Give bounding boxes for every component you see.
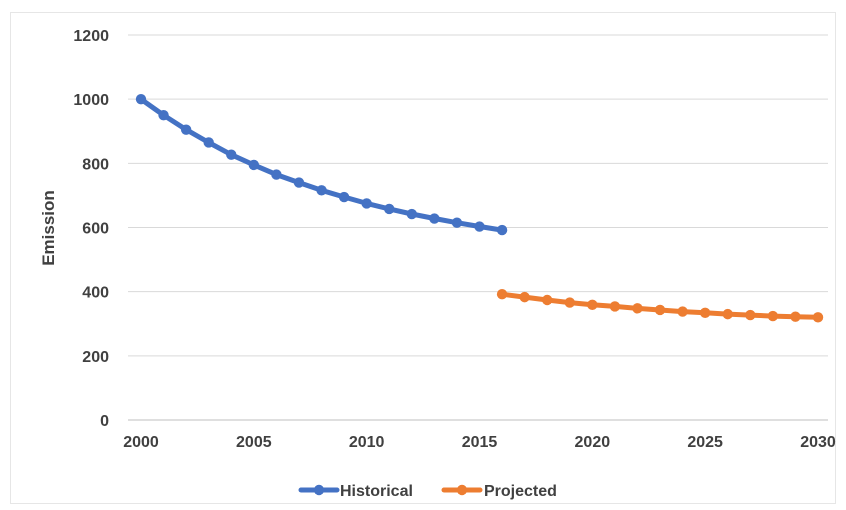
y-tick-label: 0 <box>100 413 109 430</box>
y-tick-label: 200 <box>82 349 109 366</box>
data-point <box>316 185 327 196</box>
legend-item: Historical <box>298 483 413 500</box>
legend-label: Historical <box>340 483 413 500</box>
x-tick-label: 2020 <box>575 434 611 451</box>
data-point <box>180 124 192 135</box>
data-point <box>767 310 779 322</box>
y-tick-label: 400 <box>82 285 109 302</box>
x-tick-label: 2010 <box>349 434 385 451</box>
x-tick-label: 2000 <box>123 434 159 451</box>
chart-area <box>10 12 836 504</box>
data-point <box>722 308 733 320</box>
data-point <box>271 169 282 180</box>
series-line <box>138 96 505 233</box>
data-point <box>429 213 440 224</box>
legend: Historical Projected <box>298 483 557 500</box>
series-1 <box>496 289 824 323</box>
data-point <box>406 208 417 220</box>
data-point <box>609 301 621 312</box>
data-point <box>496 289 508 300</box>
data-point <box>451 217 463 228</box>
data-point <box>496 224 508 236</box>
series-layer <box>135 93 824 323</box>
data-point <box>699 307 711 319</box>
data-point <box>812 312 824 323</box>
x-tick-label: 2005 <box>236 434 272 451</box>
y-axis-title: Emission <box>39 190 58 266</box>
data-point <box>564 297 575 308</box>
y-tick-label: 600 <box>82 221 109 238</box>
data-point <box>361 198 372 209</box>
x-tick-label: 2025 <box>687 434 723 451</box>
x-tick-label: 2015 <box>462 434 498 451</box>
y-axis-ticks: 0 200 400 600 800 1000 1200 <box>73 28 109 430</box>
data-point <box>203 137 214 148</box>
data-point <box>790 311 801 322</box>
data-point <box>745 309 756 321</box>
legend-label: Projected <box>484 483 557 500</box>
y-tick-label: 800 <box>82 156 109 173</box>
data-point <box>293 177 305 188</box>
data-point <box>248 159 260 171</box>
x-axis-ticks: 2000 2005 2010 2015 2020 2025 2030 <box>123 434 836 451</box>
data-point <box>654 304 666 316</box>
data-point <box>632 303 643 314</box>
series-0 <box>135 93 508 236</box>
data-point <box>226 149 237 160</box>
x-tick-label: 2030 <box>800 434 836 451</box>
data-point <box>338 191 350 203</box>
data-point <box>677 306 688 317</box>
y-tick-label: 1200 <box>73 28 109 45</box>
data-point <box>542 294 553 306</box>
data-point <box>135 93 147 105</box>
data-point <box>587 299 598 311</box>
data-point <box>519 291 530 303</box>
data-point <box>384 203 395 215</box>
legend-marker <box>456 484 468 496</box>
data-point <box>158 110 169 121</box>
y-tick-label: 1000 <box>73 92 109 109</box>
legend-item: Projected <box>441 483 557 500</box>
data-point <box>474 221 485 232</box>
legend-marker <box>313 484 325 496</box>
